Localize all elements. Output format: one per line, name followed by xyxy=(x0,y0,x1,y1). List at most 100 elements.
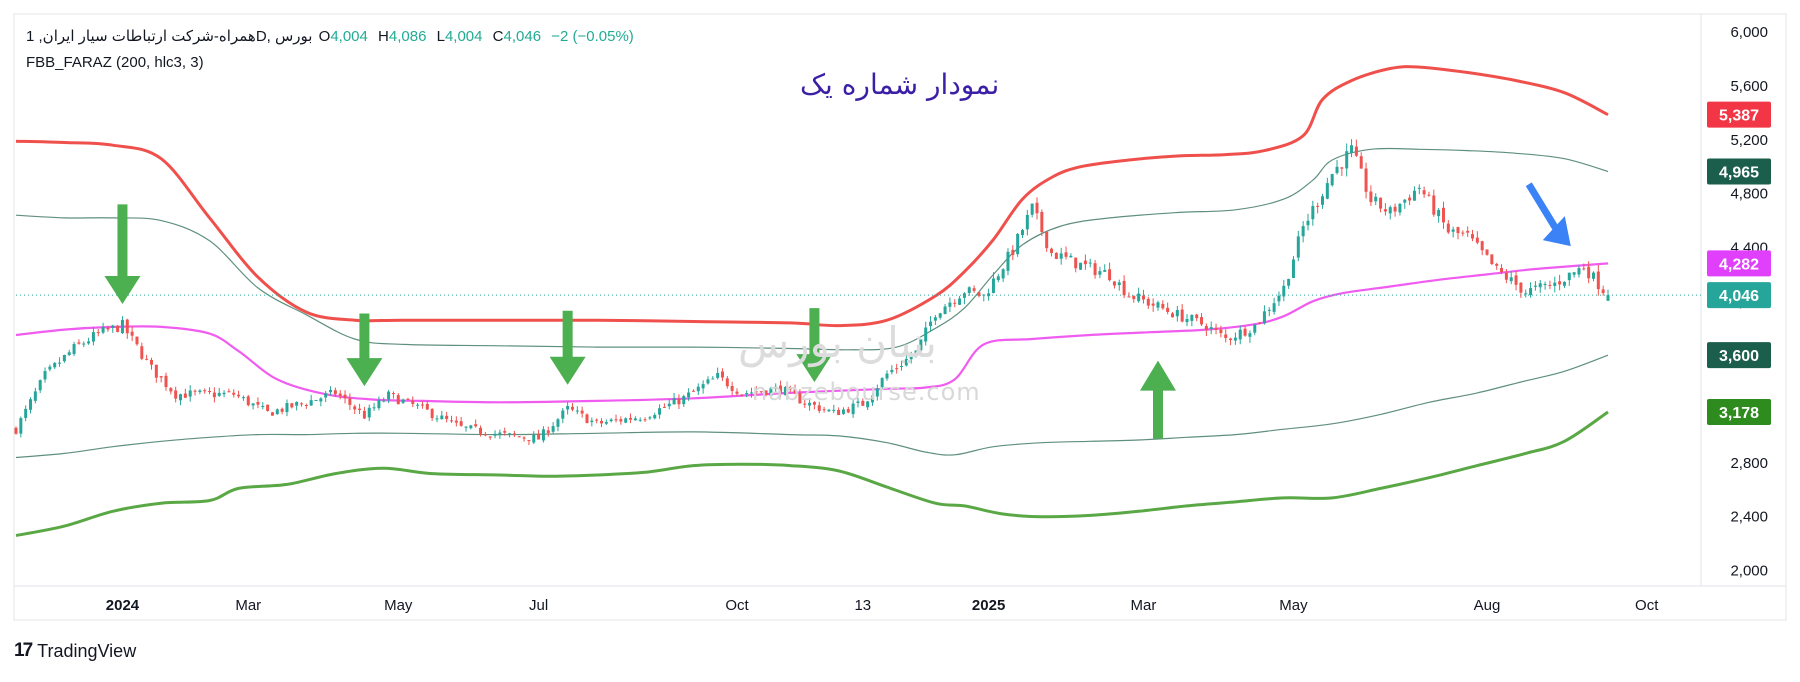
candle xyxy=(1441,201,1445,229)
candle-body xyxy=(687,392,691,398)
price-label-text: 3,178 xyxy=(1719,405,1759,422)
candle xyxy=(1117,279,1121,291)
candle-body xyxy=(120,319,124,334)
candle xyxy=(895,363,899,374)
candle xyxy=(595,418,599,424)
candle xyxy=(1412,186,1416,201)
time-axis-tick: Oct xyxy=(1635,597,1659,614)
candle xyxy=(188,385,192,402)
candle xyxy=(33,387,37,404)
candle xyxy=(1601,285,1605,296)
candle xyxy=(929,315,933,332)
candle xyxy=(58,357,62,367)
candle-body xyxy=(106,327,110,330)
candle-body xyxy=(711,378,715,380)
legend-indicator[interactable]: FBB_FARAZ (200, hlc3, 3) xyxy=(26,54,204,71)
candle xyxy=(682,394,686,407)
candle-body xyxy=(372,407,376,409)
candle xyxy=(314,399,318,401)
candle xyxy=(570,403,574,412)
candle xyxy=(1504,268,1508,284)
candle xyxy=(1446,219,1450,234)
candle-body xyxy=(1398,203,1402,213)
candle xyxy=(348,393,352,411)
candle-body xyxy=(464,426,468,428)
annotation-arrow-green xyxy=(549,310,586,385)
candle-body xyxy=(566,405,570,410)
candle-body xyxy=(885,373,889,379)
candle xyxy=(1509,271,1513,285)
candle-body xyxy=(1195,314,1199,319)
candle xyxy=(1035,197,1039,220)
candle-body xyxy=(1180,309,1184,322)
candle xyxy=(1098,266,1102,279)
tradingview-logo[interactable]: 17 TradingView xyxy=(14,640,136,662)
candle-body xyxy=(1417,187,1421,189)
candle-body xyxy=(299,403,303,405)
candle xyxy=(1282,279,1286,302)
candle-body xyxy=(324,393,328,398)
candle xyxy=(474,419,478,428)
candle-body xyxy=(503,431,507,433)
candle xyxy=(435,415,439,423)
candle xyxy=(551,422,555,434)
price-label: 3,178 xyxy=(1707,398,1771,425)
candle-body xyxy=(1204,326,1208,331)
candle xyxy=(938,312,942,320)
candle xyxy=(532,431,536,445)
candle-body xyxy=(1117,282,1121,286)
candle-body xyxy=(624,418,628,423)
candle xyxy=(319,397,323,407)
candle xyxy=(745,390,749,398)
candle xyxy=(638,417,642,422)
pane-border xyxy=(13,13,1787,621)
candle-body xyxy=(1500,267,1504,273)
candle xyxy=(687,388,691,401)
candle-body xyxy=(396,395,400,405)
candle-body xyxy=(1200,317,1204,325)
candle-body xyxy=(841,409,845,414)
candle xyxy=(909,351,913,364)
candle xyxy=(522,436,526,442)
candle-body xyxy=(991,278,995,293)
candle xyxy=(275,408,279,415)
candle xyxy=(72,341,76,357)
candle xyxy=(91,326,95,346)
candle-body xyxy=(866,401,870,408)
candle-body xyxy=(1219,329,1223,334)
candle xyxy=(667,398,671,410)
candle-body xyxy=(875,388,879,397)
candle-body xyxy=(1325,183,1329,199)
legend-open-value: 4,004 xyxy=(330,28,368,45)
candle xyxy=(875,384,879,401)
candle xyxy=(1064,246,1068,260)
candle xyxy=(1325,177,1329,200)
candle-body xyxy=(987,293,991,297)
candle-body xyxy=(358,408,362,410)
candle xyxy=(149,357,153,370)
candle-body xyxy=(1451,229,1455,232)
candle xyxy=(440,410,444,420)
candle xyxy=(1393,203,1397,217)
candle-body xyxy=(1074,257,1078,269)
candle-body xyxy=(1287,278,1291,286)
time-axis: 2024 Mar May Jul Oct 13 2025 Mar May Aug Oct xyxy=(106,597,1659,614)
candle-body xyxy=(19,418,23,434)
candle xyxy=(1596,264,1600,296)
price-label: 4,046 xyxy=(1707,282,1771,309)
candle-body xyxy=(890,369,894,373)
candle xyxy=(1567,272,1571,286)
candle xyxy=(193,389,197,396)
candle-body xyxy=(793,388,797,394)
price-axis-tick: 4,800 xyxy=(1730,186,1768,203)
candle xyxy=(1243,326,1247,337)
candle-body xyxy=(1011,249,1015,256)
legend-symbol[interactable]: همراه-شرکت ارتباطات سیار ایران, 1D, بورس xyxy=(26,28,313,45)
candle-body xyxy=(929,321,933,327)
candle-body xyxy=(193,390,197,392)
price-axis-tick: 2,000 xyxy=(1730,563,1768,580)
candle xyxy=(266,404,270,412)
candle-body xyxy=(1301,226,1305,237)
